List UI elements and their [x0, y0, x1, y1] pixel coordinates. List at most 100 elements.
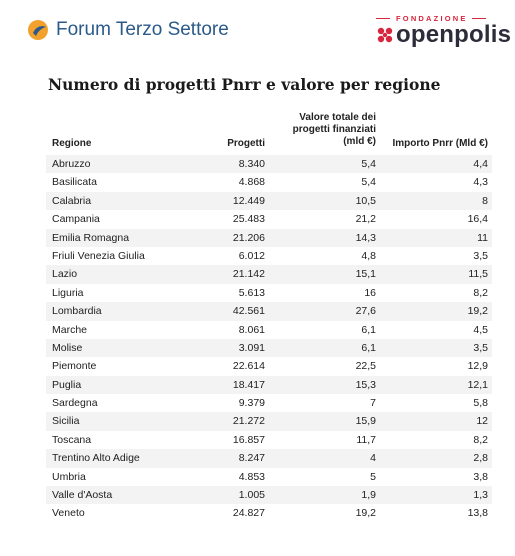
column-header-regione: Regione — [52, 138, 92, 149]
cell-valore: 15,1 — [355, 268, 376, 281]
table-row: Emilia Romagna 21.206 14,3 11 — [46, 228, 492, 247]
cell-importo: 11 — [477, 231, 488, 244]
header: Forum Terzo Settore FONDAZIONE openpolis — [0, 0, 515, 62]
cell-progetti: 9.379 — [238, 397, 265, 410]
table-row: Calabria 12.449 10,5 8 — [46, 191, 492, 211]
table-row: Toscana 16.857 11,7 8,2 — [46, 431, 492, 449]
cell-progetti: 6.012 — [238, 249, 265, 262]
cell-progetti: 12.449 — [232, 194, 265, 207]
cell-valore: 5 — [370, 470, 376, 483]
cell-valore: 10,5 — [355, 194, 376, 207]
cell-importo: 3,5 — [473, 341, 488, 354]
cell-importo: 12,9 — [467, 360, 488, 373]
table-row: Sicilia 21.272 15,9 12 — [46, 412, 492, 431]
cell-progetti: 5.613 — [238, 286, 265, 299]
cell-regione: Campania — [52, 213, 100, 226]
cell-valore: 1,9 — [361, 489, 376, 502]
cell-regione: Sicilia — [52, 415, 80, 428]
column-header-progetti: Progetti — [227, 138, 265, 149]
table-row: Valle d'Aosta 1.005 1,9 1,3 — [46, 486, 492, 505]
table-row: Campania 25.483 21,2 16,4 — [46, 210, 492, 228]
table-row: Lombardia 42.561 27,6 19,2 — [46, 302, 492, 321]
cell-regione: Puglia — [52, 378, 82, 391]
cell-progetti: 21.142 — [232, 268, 265, 281]
cell-importo: 12 — [476, 415, 488, 428]
cell-valore: 6,1 — [361, 341, 376, 354]
cell-importo: 4,5 — [473, 323, 488, 336]
cell-progetti: 18.417 — [232, 378, 265, 391]
cell-valore: 14,3 — [355, 231, 376, 244]
cell-progetti: 3.091 — [238, 341, 265, 354]
cell-progetti: 21.206 — [232, 231, 265, 244]
column-header-valore: Valore totale dei progetti finanziati (m… — [280, 112, 376, 148]
cell-valore: 15,9 — [355, 415, 376, 428]
table-row: Puglia 18.417 15,3 12,1 — [46, 375, 492, 395]
cell-regione: Veneto — [52, 507, 85, 520]
cell-regione: Molise — [52, 341, 83, 354]
table-row: Lazio 21.142 15,1 11,5 — [46, 265, 492, 284]
cell-valore: 22,5 — [355, 360, 376, 373]
cell-importo: 1,3 — [473, 489, 488, 502]
cell-regione: Abruzzo — [52, 158, 91, 170]
cell-progetti: 16.857 — [232, 433, 265, 446]
cell-importo: 3,5 — [473, 249, 488, 262]
table-row: Abruzzo 8.340 5,4 4,4 — [46, 155, 492, 174]
cell-regione: Friuli Venezia Giulia — [52, 249, 145, 262]
cell-regione: Emilia Romagna — [52, 231, 130, 244]
cell-valore: 15,3 — [355, 378, 376, 391]
cell-valore: 5,4 — [361, 176, 376, 189]
cell-progetti: 24.827 — [232, 507, 265, 520]
cell-importo: 2,8 — [473, 452, 488, 465]
page-title: Numero di progetti Pnrr e valore per reg… — [48, 75, 441, 94]
cell-regione: Liguria — [52, 286, 84, 299]
cell-progetti: 4.853 — [238, 470, 265, 483]
cell-progetti: 8.247 — [238, 452, 265, 465]
cell-valore: 16 — [364, 286, 376, 299]
table-row: Basilicata 4.868 5,4 4,3 — [46, 173, 492, 191]
cell-progetti: 21.272 — [232, 415, 265, 428]
column-header-valore-line3: (mld €) — [343, 136, 376, 147]
table-row: Trentino Alto Adige 8.247 4 2,8 — [46, 449, 492, 468]
cell-valore: 5,4 — [361, 158, 376, 170]
table-row: Friuli Venezia Giulia 6.012 4,8 3,5 — [46, 247, 492, 265]
cell-regione: Calabria — [52, 194, 92, 207]
cell-regione: Trentino Alto Adige — [52, 452, 140, 465]
column-header-valore-line2: progetti finanziati — [292, 124, 376, 135]
cell-regione: Lazio — [52, 268, 78, 281]
cell-valore: 7 — [370, 397, 376, 410]
cell-valore: 11,7 — [356, 433, 376, 446]
forum-terzo-settore-logo-icon — [28, 20, 48, 40]
cell-valore: 4 — [370, 452, 376, 465]
table-row: Molise 3.091 6,1 3,5 — [46, 338, 492, 358]
cell-progetti: 8.061 — [238, 323, 265, 336]
table-row: Liguria 5.613 16 8,2 — [46, 284, 492, 302]
table-row: Piemonte 22.614 22,5 12,9 — [46, 357, 492, 375]
cell-valore: 19,2 — [355, 507, 376, 520]
table-row: Sardegna 9.379 7 5,8 — [46, 394, 492, 412]
cell-regione: Valle d'Aosta — [52, 489, 113, 502]
cell-valore: 21,2 — [355, 213, 376, 226]
cell-regione: Toscana — [52, 433, 92, 446]
cell-importo: 8,2 — [473, 433, 488, 446]
cell-progetti: 4.868 — [238, 176, 265, 189]
cell-importo: 12,1 — [467, 378, 488, 391]
cell-regione: Umbria — [52, 470, 86, 483]
table-row: Marche 8.061 6,1 4,5 — [46, 321, 492, 339]
cell-valore: 6,1 — [361, 323, 376, 336]
cell-regione: Piemonte — [52, 360, 97, 373]
column-header-valore-line1: Valore totale dei — [299, 112, 376, 123]
table-row: Veneto 24.827 19,2 13,8 — [46, 504, 492, 522]
column-header-importo: Importo Pnrr (Mld €) — [392, 138, 488, 149]
cell-importo: 11,5 — [468, 268, 488, 281]
cell-progetti: 8.340 — [238, 158, 265, 170]
cell-importo: 19,2 — [467, 305, 488, 318]
data-table: Abruzzo 8.340 5,4 4,4 Basilicata 4.868 5,4 4,3 C… — [46, 155, 492, 523]
cell-progetti: 1.005 — [238, 489, 265, 502]
cell-importo: 4,3 — [473, 176, 488, 189]
cell-regione: Marche — [52, 323, 88, 336]
cell-importo: 3,8 — [473, 470, 488, 483]
cell-progetti: 25.483 — [232, 213, 265, 226]
cell-importo: 16,4 — [467, 213, 488, 226]
cell-valore: 27,6 — [355, 305, 376, 318]
cell-importo: 13,8 — [467, 507, 488, 520]
